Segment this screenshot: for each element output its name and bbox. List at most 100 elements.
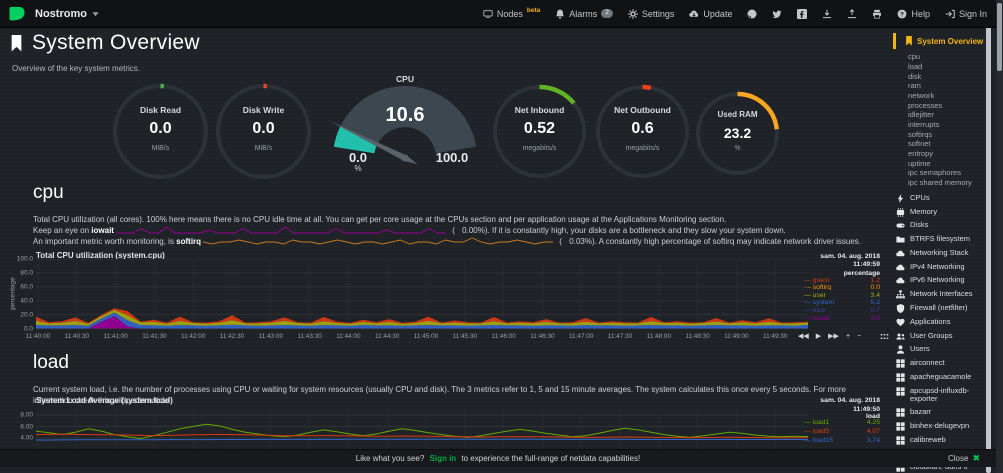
legend-iowait[interactable]: — iowait 0.0 (804, 315, 880, 323)
sidebar-subitem-network[interactable]: network (908, 90, 935, 100)
sidebar-item-disks[interactable]: Disks (893, 219, 986, 233)
sidebar-item-users[interactable]: Users (893, 343, 986, 357)
play-button[interactable]: ▶ (815, 333, 822, 340)
legend-load1[interactable]: — load1 4.25 (804, 419, 880, 427)
signin-icon (945, 9, 955, 19)
legend-name: — load5 (804, 428, 830, 435)
sidebar-item-label: IPv6 Networking (910, 275, 965, 285)
sidebar-scrollbar[interactable] (986, 27, 991, 473)
legend-value: 4.07 (866, 428, 880, 435)
sidebar-subitem-ram[interactable]: ram (908, 81, 921, 91)
legend-load5[interactable]: — load5 4.07 (804, 428, 880, 436)
close-banner-button[interactable]: Close ✖ (948, 453, 980, 463)
sidebar-subitem-processes[interactable]: processes (908, 100, 943, 110)
sidebar-item-apacheguacamole[interactable]: apacheguacamole (893, 371, 986, 385)
sidebar-item-applications[interactable]: Applications (893, 315, 986, 329)
sidebar-subitem-ipc-semaphores[interactable]: ipc semaphores (908, 168, 961, 178)
chart-plot-area[interactable] (35, 408, 809, 458)
gauge-unit: % (354, 164, 362, 173)
legend-system[interactable]: — system 5.2 (804, 299, 880, 307)
sidebar-item-memory[interactable]: Memory (893, 205, 986, 219)
zoom-out-button[interactable]: − (857, 332, 862, 340)
zoom-in-button[interactable]: + (845, 332, 851, 340)
nav-settings[interactable]: Settings (627, 8, 674, 19)
sidebar-item-user-groups[interactable]: User Groups (893, 329, 986, 343)
legend-value: 0.0 (870, 314, 880, 322)
iowait-sparkline[interactable] (116, 226, 447, 238)
legend-name: — iowait (804, 314, 831, 322)
nav-github-icon[interactable] (747, 9, 757, 19)
legend-nice[interactable]: — nice 0.7 (804, 307, 880, 315)
x-axis-label: 11:45:30 (452, 333, 477, 340)
sidebar-item-bazarr[interactable]: bazarr (893, 406, 986, 420)
gauge-used-ram[interactable]: Used RAM 23.2% (695, 91, 780, 176)
sidebar-item-btrfs-filesystem[interactable]: BTRFS filesystem (893, 233, 986, 247)
skip-back-button[interactable]: ◀◀ (798, 333, 809, 340)
sidebar-subitem-interrupts[interactable]: interrupts (908, 119, 940, 129)
sign-in-link[interactable]: Sign in (429, 454, 457, 463)
sidebar-subitem-ipc-shared-memory[interactable]: ipc shared memory (908, 177, 972, 187)
nav-import-icon[interactable] (822, 9, 832, 19)
sidebar-item-ipv6-networking[interactable]: IPv6 Networking (893, 274, 986, 288)
gauge-disk-read[interactable]: Disk Read 0.0 MiB/s (112, 83, 209, 180)
gauge-net-inbound[interactable]: Net Inbound 0.52 megabits/s (492, 84, 587, 179)
gauge-title: Net Outbound (614, 104, 671, 115)
gauge-cpu[interactable]: CPU 10.6 0.0 100.0% (325, 72, 485, 177)
legend-load15[interactable]: — load15 3.74 (804, 437, 880, 445)
gauge-value: 0.0 (149, 119, 172, 137)
nav-print-icon[interactable] (872, 9, 882, 19)
nav-help[interactable]: ? Help (897, 9, 930, 19)
sidebar-subitem-uptime[interactable]: uptime (908, 158, 931, 168)
sidebar-subitem-entropy[interactable]: entropy (908, 148, 934, 158)
legend-value: 3.4 (870, 291, 880, 299)
sidebar-item-networking-stack[interactable]: Networking Stack (893, 247, 986, 261)
sidebar-subitem-cpu[interactable]: cpu (908, 52, 921, 62)
sidebar-item-label: Networking Stack (910, 247, 969, 257)
resize-handle-icon[interactable] (880, 332, 890, 340)
y-axis-title: percentage (9, 277, 17, 310)
x-axis-label: 11:49:00 (724, 333, 749, 340)
softirq-sparkline[interactable] (203, 237, 554, 249)
sidebar-subitem-load[interactable]: load (908, 61, 923, 71)
close-icon: ✖ (972, 453, 980, 463)
sidebar-item-calibreweb[interactable]: calibreweb (893, 434, 986, 448)
gauge-max: 100.0 (435, 150, 469, 165)
sidebar-subitem-disk[interactable]: disk (908, 71, 922, 81)
sidebar-item-cpus[interactable]: CPUs (893, 191, 986, 205)
sidebar-subitem-softirqs[interactable]: softirqs (908, 129, 933, 139)
banner-message: Like what you see? Sign in to experience… (355, 454, 641, 463)
x-axis-label: 11:44:00 (336, 333, 361, 340)
sidebar-item-firewall-netfilter[interactable]: Firewall (netfilter) (893, 302, 986, 316)
hostname-dropdown[interactable]: Nostromo (35, 8, 99, 20)
nav-update[interactable]: Update (689, 9, 732, 19)
nav-alarms[interactable]: Alarms 2 (555, 9, 613, 19)
nav-facebook-icon[interactable] (797, 8, 808, 19)
sidebar-item-network-interfaces[interactable]: Network Interfaces (893, 288, 986, 302)
svg-text:?: ? (900, 11, 904, 18)
skip-forward-button[interactable]: ▶▶ (828, 333, 839, 340)
sidebar-item-system-overview[interactable]: System Overview (893, 33, 986, 49)
gauge-disk-write[interactable]: Disk Write 0.0 MiB/s (215, 83, 312, 180)
sidebar-subitem-idlejitter[interactable]: idlejitter (908, 110, 934, 120)
sidebar-item-airconnect[interactable]: airconnect (893, 357, 986, 371)
sidebar-item-ipv4-networking[interactable]: IPv4 Networking (893, 260, 986, 274)
sidebar-item-binhex-delugevpn[interactable]: binhex-delugevpn (893, 420, 986, 434)
legend-guest[interactable]: — guest 1.2 (804, 277, 880, 285)
nav-nodes[interactable]: Nodes beta (483, 7, 540, 19)
nav-twitter-icon[interactable] (772, 9, 782, 19)
nav-export-icon[interactable] (847, 8, 857, 19)
cloud-download-icon (689, 9, 699, 19)
legend-user[interactable]: — user 3.4 (804, 292, 880, 300)
chart-plot-area[interactable] (36, 258, 808, 329)
y-axis-label: 80.0 (20, 269, 33, 277)
y-axis-label: 100.0 (16, 255, 33, 263)
sidebar-subitem-softnet[interactable]: softnet (908, 139, 931, 149)
nav-sign-in[interactable]: Sign In (945, 9, 987, 19)
sidebar-item-apcupsd-influxdb-exporter[interactable]: apcupsd-influxdb-exporter (893, 384, 986, 406)
gauge-net-outbound[interactable]: Net Outbound 0.6 megabits/s (595, 84, 690, 179)
gauge-value: 0.0 (252, 119, 275, 137)
legend-softirq[interactable]: — softirq 0.0 (804, 284, 880, 292)
window-scrollbar-thumb[interactable] (997, 3, 1002, 71)
sidebar-item-label: Firewall (netfilter) (910, 303, 968, 313)
netdata-logo-icon[interactable] (8, 6, 26, 22)
